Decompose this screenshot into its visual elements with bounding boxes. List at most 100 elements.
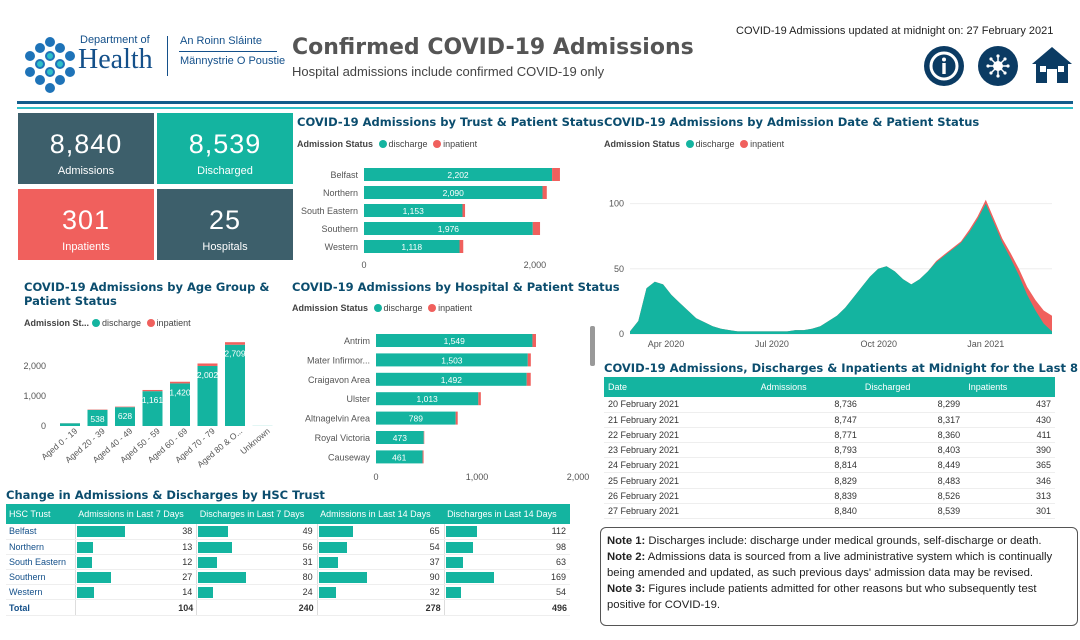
data-bar [445,587,461,599]
trust-cell: Southern [6,569,76,586]
discharge-area[interactable] [630,203,1052,334]
data-label: 538 [90,414,104,424]
category-label: Royal Victoria [315,433,370,443]
note-text: Admissions data is sourced from a live a… [607,551,1053,579]
discharge-bar[interactable] [376,392,479,406]
inpatient-bar[interactable] [532,222,541,235]
y-tick-label: 2,000 [23,361,46,371]
value-cell: 8,317 [860,412,965,428]
discharge-bar[interactable] [225,344,245,426]
discharge-bar[interactable] [364,186,543,199]
value-cell: 54 [443,584,570,601]
table-row: 26 February 2021 8,839 8,526 313 [604,488,1055,504]
value-cell: 8,839 [756,488,861,504]
x-tick-label: Jan 2021 [967,339,1004,349]
inpatient-bar[interactable] [527,353,531,367]
discharge-bar[interactable] [364,168,553,181]
inpatient-bar[interactable] [459,240,464,253]
cell-value: 37 [429,556,440,567]
discharge-bar[interactable] [87,409,108,426]
cell-value: 98 [555,541,566,552]
column-header[interactable]: HSC Trust [6,504,76,524]
hsc-title: Change in Admissions & Discharges by HSC… [6,488,325,502]
inpatient-bar[interactable] [542,186,547,199]
x-tick-label: 2,000 [567,472,590,482]
total-value: 496 [443,599,570,616]
data-bar [445,572,494,584]
inpatient-bar[interactable] [142,389,163,392]
discharge-bar[interactable] [60,423,80,426]
inpatient-bar[interactable] [462,204,466,217]
discharge-bar[interactable] [376,353,528,367]
inpatient-bar[interactable] [225,342,245,345]
column-header[interactable]: Discharged [860,377,965,397]
column-header[interactable]: Admissions in Last 14 Days [317,504,445,524]
note-label: Note 3: [607,583,646,595]
column-header[interactable]: Date [604,377,757,397]
date-cell: 25 February 2021 [604,472,757,489]
discharge-bar[interactable] [376,450,423,464]
kpi-admissions-label: Admissions [57,165,115,177]
column-header[interactable]: Admissions [756,377,861,397]
hospital-chart-scrollbar[interactable] [590,326,595,366]
discharge-bar[interactable] [115,407,135,426]
discharge-bar[interactable] [197,365,218,426]
legend-title: Admission Status [297,139,374,149]
cell-value: 24 [302,587,313,598]
column-header[interactable]: Discharges in Last 14 Days [444,504,570,524]
value-cell: 8,747 [756,412,861,428]
inpatient-bar[interactable] [526,372,531,386]
value-cell: 8,771 [756,427,861,444]
discharge-bar[interactable] [364,240,460,253]
legend-discharge: discharge [102,318,142,328]
cell-value: 14 [182,587,193,598]
virus-button[interactable] [978,46,1018,86]
inpatient-bar[interactable] [423,431,425,444]
discharge-bar[interactable] [170,383,190,426]
category-label: South Eastern [301,206,358,216]
value-cell: 8,793 [756,442,861,459]
inpatient-bar[interactable] [115,406,135,408]
y-tick-label: 50 [614,264,624,274]
inpatient-bar[interactable] [422,450,424,464]
inpatient-bar[interactable] [478,392,481,406]
data-label: 1,976 [438,224,460,234]
kpi-inpatients-value: 301 [61,205,111,235]
inpatient-bar[interactable] [532,334,536,347]
column-header[interactable]: Discharges in Last 7 Days [196,504,318,524]
category-label: Southern [321,224,358,234]
org-divider [167,36,168,76]
age-chart-title-text: COVID-19 Admissions by Age Group & Patie… [24,280,270,308]
value-cell: 390 [964,442,1055,459]
value-cell: 65 [316,524,445,540]
legend-title: Admission Status [604,139,681,149]
info-button[interactable] [924,46,964,86]
inpatient-bar[interactable] [170,381,190,384]
inpatient-bar[interactable] [455,411,458,425]
data-label: 1,153 [403,206,425,216]
column-header[interactable]: Admissions in Last 7 Days [75,504,197,524]
data-bar [445,541,474,553]
column-header[interactable]: Inpatients [964,377,1055,397]
legend-discharge: discharge [695,139,735,149]
discharge-bar[interactable] [376,334,533,347]
home-button[interactable] [1030,44,1074,86]
inpatient-bar[interactable] [552,168,560,181]
category-label: Mater Infirmor... [307,355,370,365]
data-label: 1,118 [401,242,422,252]
legend-discharge: discharge [388,139,428,149]
inpatient-bar[interactable] [197,363,218,366]
data-bar [76,541,94,553]
discharge-bar[interactable] [142,391,163,426]
data-bar [198,556,217,568]
discharge-bar[interactable] [376,372,527,386]
hospital-chart-title: COVID-19 Admissions by Hospital & Patien… [292,280,620,294]
data-label: 628 [118,411,132,421]
value-cell: 49 [196,524,318,540]
discharge-bar[interactable] [376,431,424,444]
discharge-bar[interactable] [364,204,463,217]
header-rule-bottom [17,107,1073,109]
discharge-bar[interactable] [376,411,456,425]
discharge-bar[interactable] [364,222,533,235]
data-bar [318,556,339,568]
